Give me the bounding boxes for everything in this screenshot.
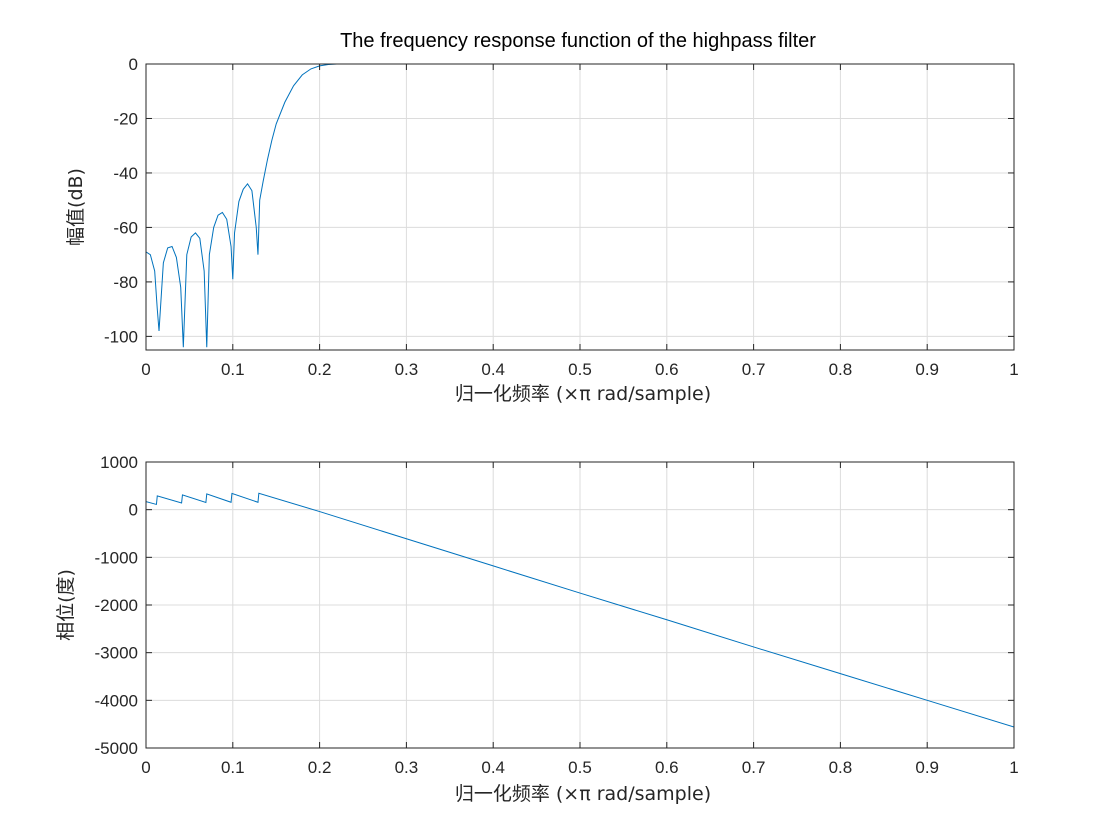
- chart-title: The frequency response function of the h…: [340, 30, 816, 52]
- magnitude-xtick-label-6: 0.6: [655, 360, 679, 379]
- phase-plot: 0 0.1 0.2 0.3 0.4 0.5 0.6 0.7 0.8 0.9 1 1000 0 -1000 -…: [55, 453, 1019, 805]
- phase-ytick-label-0: 1000: [100, 453, 138, 472]
- phase-xtick-label-7: 0.7: [742, 758, 766, 777]
- magnitude-ytick-label-0: 0: [129, 55, 138, 74]
- phase-series-line-0: [146, 492, 1014, 728]
- phase-ytick-label-3: -2000: [95, 596, 138, 615]
- magnitude-xtick-label-10: 1: [1009, 360, 1018, 379]
- phase-xtick-label-10: 1: [1009, 758, 1018, 777]
- magnitude-xtick-label-1: 0.1: [221, 360, 245, 379]
- phase-xtick-label-8: 0.8: [829, 758, 853, 777]
- phase-x-axis-label: 归一化频率 (×π rad/sample): [455, 783, 711, 805]
- magnitude-xtick-label-0: 0: [141, 360, 150, 379]
- phase-xtick-label-9: 0.9: [915, 758, 939, 777]
- phase-ytick-label-1: 0: [129, 501, 138, 520]
- magnitude-ytick-label-1: -20: [113, 109, 138, 128]
- phase-y-axis-label: 相位(度): [55, 569, 77, 641]
- magnitude-ytick-label-2: -40: [113, 164, 138, 183]
- magnitude-xtick-label-5: 0.5: [568, 360, 592, 379]
- magnitude-ytick-label-5: -100: [104, 327, 138, 346]
- phase-xtick-label-4: 0.4: [481, 758, 505, 777]
- magnitude-xtick-label-4: 0.4: [481, 360, 505, 379]
- magnitude-ytick-label-4: -80: [113, 273, 138, 292]
- magnitude-xtick-label-7: 0.7: [742, 360, 766, 379]
- phase-xtick-label-3: 0.3: [395, 758, 419, 777]
- phase-ytick-label-6: -5000: [95, 739, 138, 758]
- phase-xtick-label-6: 0.6: [655, 758, 679, 777]
- phase-xtick-label-2: 0.2: [308, 758, 332, 777]
- phase-xtick-label-0: 0: [141, 758, 150, 777]
- magnitude-y-axis-label: 幅值(dB): [65, 168, 87, 246]
- magnitude-xtick-label-3: 0.3: [395, 360, 419, 379]
- magnitude-xtick-label-8: 0.8: [829, 360, 853, 379]
- magnitude-ytick-label-3: -60: [113, 218, 138, 237]
- magnitude-xtick-label-2: 0.2: [308, 360, 332, 379]
- magnitude-plot: 0 0.1 0.2 0.3 0.4 0.5 0.6 0.7 0.8 0.9 1 0 -20 -40 -60 -…: [65, 55, 1019, 405]
- phase-xtick-label-1: 0.1: [221, 758, 245, 777]
- magnitude-x-axis-label: 归一化频率 (×π rad/sample): [455, 383, 711, 405]
- phase-ytick-label-5: -4000: [95, 691, 138, 710]
- magnitude-xtick-label-9: 0.9: [915, 360, 939, 379]
- phase-xtick-label-5: 0.5: [568, 758, 592, 777]
- phase-ytick-label-4: -3000: [95, 644, 138, 663]
- phase-ytick-label-2: -1000: [95, 548, 138, 567]
